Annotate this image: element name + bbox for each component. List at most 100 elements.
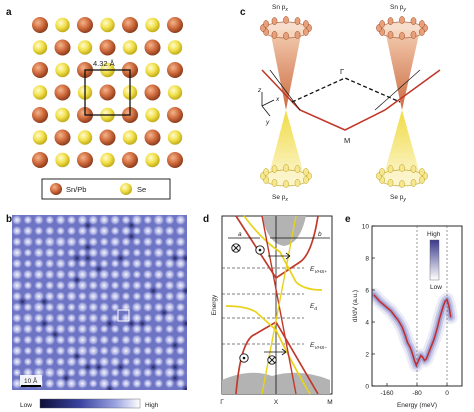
stm-atom-blob [65,377,78,390]
stm-atom-blob [99,258,110,269]
orbital-lobe [387,165,394,173]
stm-atom-blob [12,302,22,313]
stm-atom-blob [56,388,65,390]
sn-atom [54,129,71,146]
stm-atom-blob [131,280,143,291]
stm-atom-blob [153,312,164,324]
stm-atom-blob [99,345,110,356]
stm-atom-blob [164,236,175,248]
stm-atom-blob [186,348,187,354]
orbital-lobe [294,165,301,173]
stm-atom-blob [131,366,143,379]
stm-defect [192,352,201,361]
stm-atom-blob [12,246,23,259]
stm-atom-blob [45,346,55,356]
stm-atom-blob [66,323,77,335]
stm-atom-blob [55,312,66,324]
orbital-lobe [303,28,309,36]
sn-atom [32,17,48,33]
stm-atom-blob [143,215,153,225]
e-colorbar-high: High [427,231,441,238]
stm-atom-blob [12,377,23,390]
stm-atom-blob [23,280,33,291]
orbital-lobe [410,17,417,25]
stm-atom-blob [164,258,176,270]
stm-atom-blob [142,367,153,378]
stm-atom-blob [43,235,56,248]
stm-atom-blob [109,269,121,280]
stm-atom-blob [76,334,89,346]
stm-atom-blob [142,236,154,248]
stm-atom-blob [113,389,117,390]
orbital-lobe [303,20,309,28]
stm-atom-blob [153,258,164,269]
panel-d: d [203,214,333,406]
stm-atom-blob [79,388,86,390]
sn-atom [32,107,48,123]
cone-crossing-right [374,69,421,111]
stm-atom-blob [132,248,142,258]
stm-atom-blob [22,323,34,335]
stm-atom-blob [54,235,67,248]
stm-atom-blob [185,380,187,387]
orbital-lobe [294,31,301,39]
stm-atom-blob [143,313,153,323]
stm-atom-blob [185,314,187,322]
sn-atom [144,129,161,146]
stm-atom-blob [131,323,143,335]
stm-atom-blob [65,290,78,302]
stm-atom-blob [23,357,33,367]
stm-atom-blob [132,291,142,302]
stm-atom-blob [44,312,55,324]
xtick-x: X [274,399,279,406]
stm-atom-blob [186,327,187,331]
stm-atom-blob [23,248,33,258]
panel-a: a 4.32 Å Sn/Pb Se [6,7,183,200]
stm-atom-blob [142,345,153,356]
stm-atom-blob [33,268,45,281]
stm-atom-blob [33,247,45,259]
stm-defect [181,384,187,390]
orbital-lobes-left [260,16,312,188]
se-atom [77,130,93,145]
orbital-lobe [271,17,278,25]
stm-atom-blob [164,378,175,389]
stm-atom-blob [43,366,56,379]
stm-atom-blob [134,389,139,390]
orbital-lobe [283,32,289,40]
orbital-lobe [399,164,405,172]
se-atom [167,40,183,55]
se-py-label: Se py [390,194,406,203]
sn-px-label: Sn px [272,4,288,13]
stm-atom-blob [152,246,165,259]
stm-atom-blob [44,290,56,302]
stm-atom-blob [23,291,33,302]
sn-atom-legend-icon [50,183,62,195]
orbital-lobe [399,32,405,40]
stm-defect [192,254,201,263]
stm-atom-blob [110,367,121,378]
stm-atom-blob [120,378,132,389]
stm-atom-blob [87,312,99,324]
e-vhs-plus-label: EVHS+ [310,266,327,275]
panel-label-b: b [6,214,12,225]
stm-atom-blob [186,338,187,342]
stm-atom-blob [164,215,175,226]
stm-atom-blob [54,377,67,390]
stm-atom-blob [153,291,164,302]
sn-atom [54,39,71,56]
stm-atom-blob [164,345,175,356]
axis-y-label: y [265,119,270,126]
stm-atom-blob [98,334,110,346]
stm-atom-blob [88,280,99,291]
stm-atom-blob [156,389,162,390]
stm-atom-blob [88,236,99,247]
stm-atom-blob [77,225,88,237]
stm-atom-blob [142,269,154,280]
stm-atom-blob [12,323,23,335]
xtick-gamma: Γ [220,399,224,406]
axis-x-label: x [275,96,280,103]
stm-atom-blob [174,290,187,303]
stm-atom-blob [12,236,22,247]
stm-atom-blob [175,225,186,237]
